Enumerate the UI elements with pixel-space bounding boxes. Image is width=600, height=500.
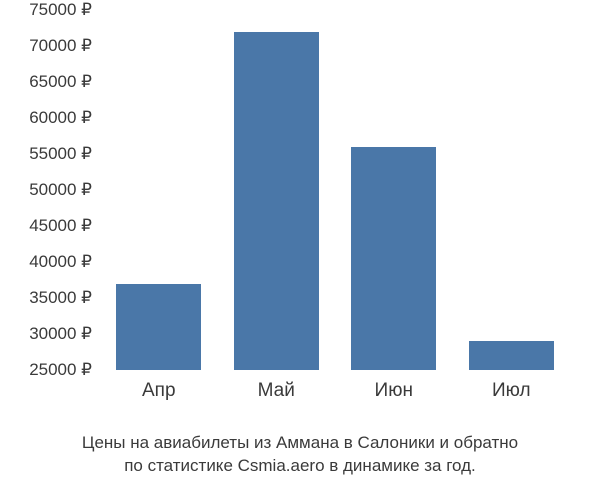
x-tick-label: Апр (142, 370, 176, 402)
caption-line-1: Цены на авиабилеты из Аммана в Салоники … (0, 432, 600, 455)
y-tick-label: 65000 ₽ (29, 72, 92, 92)
bar (469, 341, 554, 370)
y-tick-label: 70000 ₽ (29, 36, 92, 56)
bar (234, 32, 319, 370)
x-tick-label: Июн (375, 370, 413, 402)
y-tick-label: 25000 ₽ (29, 360, 92, 380)
bars-group: АпрМайИюнИюл (100, 10, 570, 370)
chart-caption: Цены на авиабилеты из Аммана в Салоники … (0, 432, 600, 478)
y-tick-label: 45000 ₽ (29, 216, 92, 236)
y-tick-label: 30000 ₽ (29, 324, 92, 344)
bar-chart: 25000 ₽ 30000 ₽ 35000 ₽ 40000 ₽ 45000 ₽ 50000… (0, 0, 600, 500)
y-tick-label: 40000 ₽ (29, 252, 92, 272)
caption-line-2: по статистике Csmia.aero в динамике за г… (0, 455, 600, 478)
plot-area: АпрМайИюнИюл (100, 10, 570, 370)
y-tick-label: 50000 ₽ (29, 180, 92, 200)
bar (116, 284, 201, 370)
x-tick-label: Май (258, 370, 295, 402)
x-tick-label: Июл (492, 370, 531, 402)
y-tick-label: 60000 ₽ (29, 108, 92, 128)
y-tick-label: 55000 ₽ (29, 144, 92, 164)
y-tick-label: 75000 ₽ (29, 0, 92, 20)
bar (351, 147, 436, 370)
y-axis: 25000 ₽30000 ₽35000 ₽40000 ₽45000 ₽50000… (0, 10, 100, 370)
y-tick-label: 35000 ₽ (29, 288, 92, 308)
